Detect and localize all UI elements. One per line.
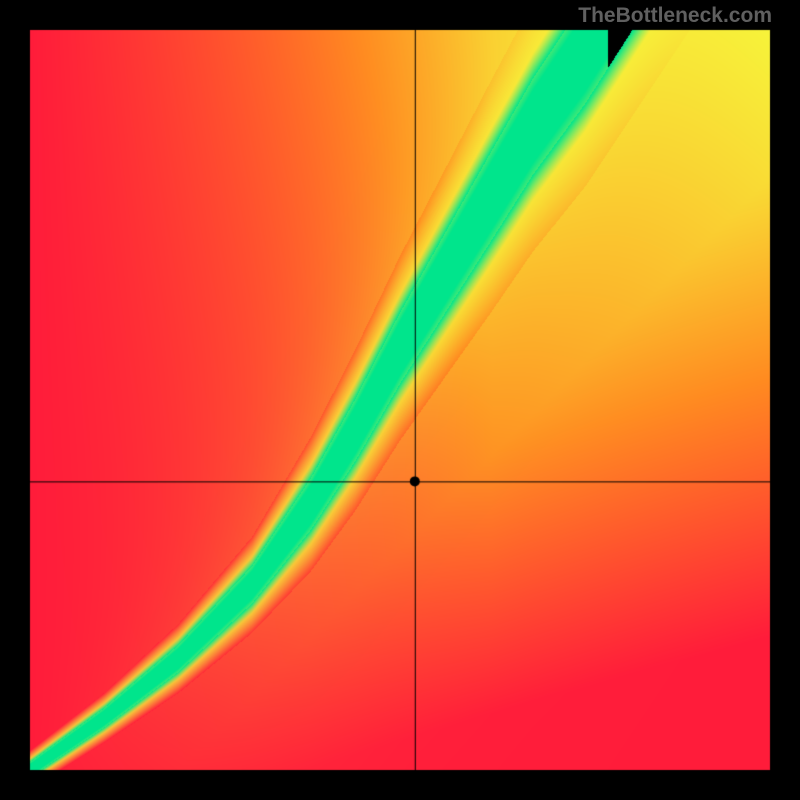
watermark-text: TheBottleneck.com (578, 4, 772, 28)
bottleneck-heatmap (0, 0, 800, 800)
